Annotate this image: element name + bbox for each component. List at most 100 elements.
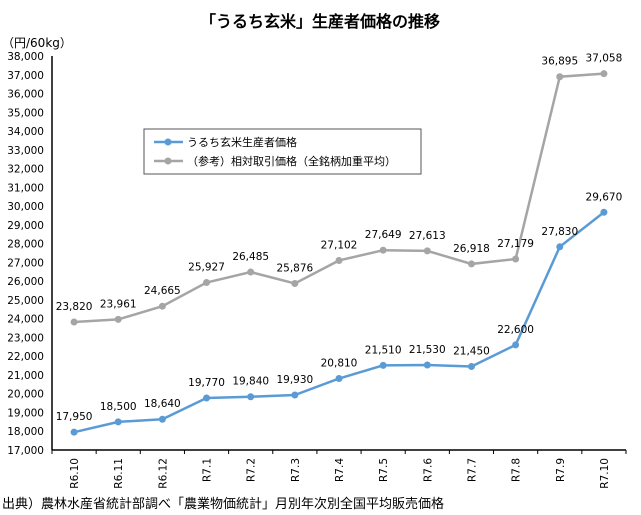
data-label: 23,820 (56, 301, 93, 313)
legend-box (143, 128, 422, 175)
data-point (467, 260, 475, 268)
data-label: 18,500 (100, 401, 137, 413)
data-label: 27,613 (409, 230, 446, 242)
y-tick-label: 18,000 (7, 426, 44, 438)
data-point (335, 375, 343, 383)
data-label: 25,927 (188, 262, 225, 274)
legend-marker (164, 138, 172, 146)
data-point (556, 73, 564, 81)
y-tick-label: 26,000 (7, 276, 44, 288)
y-tick-label: 17,000 (7, 445, 44, 457)
data-point (600, 208, 608, 216)
data-point (203, 394, 211, 402)
x-tick-label: R7.4 (334, 458, 346, 482)
data-label: 26,485 (232, 251, 269, 263)
data-point (70, 318, 78, 326)
data-point (158, 302, 166, 310)
data-label: 27,179 (497, 238, 534, 250)
data-label: 27,649 (365, 229, 402, 241)
x-tick-label: R7.10 (599, 458, 611, 489)
data-label: 37,058 (586, 53, 623, 65)
data-label: 19,930 (276, 374, 313, 386)
data-label: 20,810 (321, 358, 358, 370)
data-label: 24,665 (144, 285, 181, 297)
data-label: 25,876 (276, 262, 313, 274)
y-tick-label: 37,000 (7, 70, 44, 82)
data-point (379, 246, 387, 254)
data-point (423, 361, 431, 369)
data-point (467, 363, 475, 371)
data-point (158, 415, 166, 423)
data-point (335, 256, 343, 264)
legend-marker (164, 157, 172, 165)
data-point (247, 393, 255, 401)
y-tick-label: 23,000 (7, 332, 44, 344)
y-tick-label: 30,000 (7, 201, 44, 213)
data-point (70, 428, 78, 436)
legend-entry: （参考）相対取引価格（全銘柄加重平均） (187, 154, 396, 168)
data-label: 19,840 (232, 376, 269, 388)
y-tick-label: 38,000 (7, 51, 44, 63)
source-note: 出典）農林水産省統計部調べ「農業物価統計」月別年次別全国平均販売価格 (2, 496, 444, 512)
data-point (247, 268, 255, 276)
data-label: 17,950 (56, 411, 93, 423)
y-tick-label: 36,000 (7, 89, 44, 101)
data-point (556, 243, 564, 251)
data-label: 19,770 (188, 377, 225, 389)
x-tick-label: R7.1 (202, 458, 214, 482)
data-point (512, 341, 520, 349)
x-tick-label: R7.9 (555, 458, 567, 482)
chart-title: 「うるち玄米」生産者価格の推移 (200, 12, 440, 31)
x-tick-label: R7.3 (290, 458, 302, 482)
y-tick-label: 25,000 (7, 295, 44, 307)
y-tick-label: 34,000 (7, 126, 44, 138)
x-tick-label: R7.6 (422, 458, 434, 482)
data-label: 22,600 (497, 324, 534, 336)
x-tick-label: R6.11 (113, 458, 125, 489)
y-tick-label: 21,000 (7, 370, 44, 382)
y-tick-label: 35,000 (7, 107, 44, 119)
data-label: 21,450 (453, 346, 490, 358)
data-label: 27,830 (541, 226, 578, 238)
y-tick-label: 19,000 (7, 407, 44, 419)
y-tick-label: 24,000 (7, 314, 44, 326)
data-point (600, 70, 608, 78)
legend: うるち玄米生産者価格 （参考）相対取引価格（全銘柄加重平均） (143, 128, 422, 175)
data-label: 27,102 (321, 239, 358, 251)
data-label: 18,640 (144, 398, 181, 410)
x-tick-label: R7.7 (466, 458, 478, 482)
y-tick-label: 28,000 (7, 239, 44, 251)
data-point (291, 391, 299, 399)
data-label: 21,530 (409, 344, 446, 356)
data-label: 29,670 (586, 191, 623, 203)
data-label: 36,895 (541, 56, 578, 68)
data-point (423, 247, 431, 255)
x-tick-label: R7.2 (246, 458, 258, 482)
y-tick-label: 22,000 (7, 351, 44, 363)
x-tick-label: R6.12 (157, 458, 169, 489)
series-0: 17,950 18,500 18,640 19,770 19,840 19,930 20,8… (56, 191, 623, 436)
data-point (291, 279, 299, 287)
y-tick-label: 29,000 (7, 220, 44, 232)
data-point (203, 279, 211, 287)
y-tick-label: 20,000 (7, 389, 44, 401)
y-tick-label: 27,000 (7, 257, 44, 269)
data-label: 23,961 (100, 298, 137, 310)
x-tick-label: R7.8 (511, 458, 523, 482)
data-point (114, 418, 122, 426)
y-tick-label: 33,000 (7, 145, 44, 157)
data-point (114, 315, 122, 323)
x-tick-label: R6.10 (69, 458, 81, 489)
data-label: 21,510 (365, 344, 402, 356)
x-tick-label: R7.5 (378, 458, 390, 482)
series-1: 23,820 23,961 24,665 25,927 26,485 25,876 27,1… (56, 53, 623, 326)
data-point (379, 361, 387, 369)
y-tick-label: 32,000 (7, 164, 44, 176)
data-label: 26,918 (453, 243, 490, 255)
y-tick-label: 31,000 (7, 182, 44, 194)
data-point (512, 255, 520, 263)
legend-entry: うるち玄米生産者価格 (187, 135, 297, 149)
y-axis-label: （円/60kg） (2, 36, 72, 50)
